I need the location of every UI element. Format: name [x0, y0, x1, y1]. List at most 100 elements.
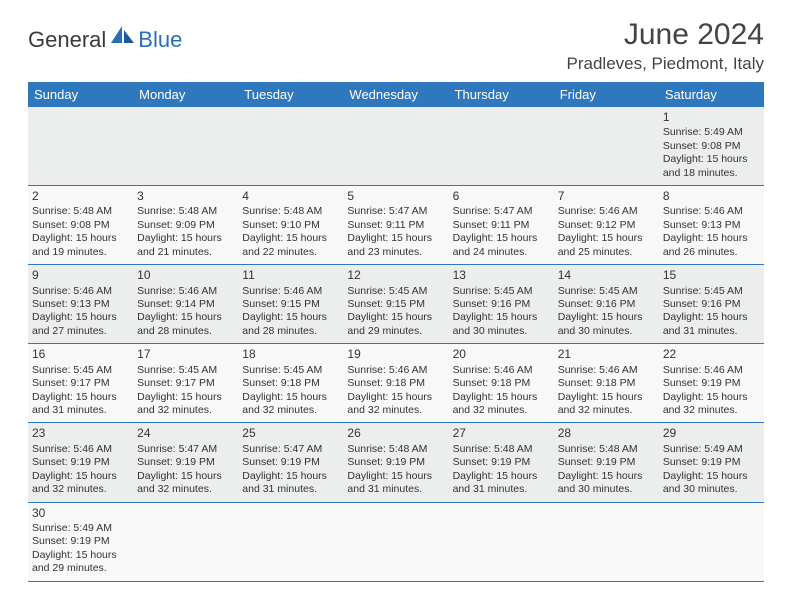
- day-daylight1: Daylight: 15 hours: [453, 391, 550, 404]
- day-number: 21: [558, 347, 655, 362]
- day-daylight2: and 29 minutes.: [347, 325, 444, 338]
- calendar-empty-cell: [133, 502, 238, 581]
- day-daylight1: Daylight: 15 hours: [663, 391, 760, 404]
- day-daylight2: and 28 minutes.: [137, 325, 234, 338]
- calendar-week-row: 23Sunrise: 5:46 AMSunset: 9:19 PMDayligh…: [28, 423, 764, 502]
- day-daylight2: and 26 minutes.: [663, 246, 760, 259]
- calendar-day-cell: 12Sunrise: 5:45 AMSunset: 9:15 PMDayligh…: [343, 265, 448, 344]
- day-daylight2: and 30 minutes.: [663, 483, 760, 496]
- day-daylight2: and 24 minutes.: [453, 246, 550, 259]
- day-daylight2: and 22 minutes.: [242, 246, 339, 259]
- day-sunset: Sunset: 9:19 PM: [663, 456, 760, 469]
- title-block: June 2024 Pradleves, Piedmont, Italy: [567, 18, 764, 74]
- day-sunrise: Sunrise: 5:49 AM: [32, 522, 129, 535]
- day-daylight1: Daylight: 15 hours: [453, 311, 550, 324]
- day-daylight1: Daylight: 15 hours: [347, 391, 444, 404]
- day-daylight2: and 32 minutes.: [242, 404, 339, 417]
- day-daylight1: Daylight: 15 hours: [137, 232, 234, 245]
- calendar-empty-cell: [343, 107, 448, 186]
- day-daylight2: and 29 minutes.: [32, 562, 129, 575]
- day-number: 20: [453, 347, 550, 362]
- day-sunrise: Sunrise: 5:47 AM: [453, 205, 550, 218]
- day-sunrise: Sunrise: 5:45 AM: [453, 285, 550, 298]
- day-sunset: Sunset: 9:16 PM: [453, 298, 550, 311]
- day-sunrise: Sunrise: 5:48 AM: [242, 205, 339, 218]
- calendar-day-cell: 3Sunrise: 5:48 AMSunset: 9:09 PMDaylight…: [133, 186, 238, 265]
- day-sunrise: Sunrise: 5:46 AM: [242, 285, 339, 298]
- calendar-day-cell: 10Sunrise: 5:46 AMSunset: 9:14 PMDayligh…: [133, 265, 238, 344]
- day-number: 27: [453, 426, 550, 441]
- day-daylight1: Daylight: 15 hours: [558, 470, 655, 483]
- day-daylight2: and 32 minutes.: [663, 404, 760, 417]
- day-sunset: Sunset: 9:19 PM: [32, 535, 129, 548]
- calendar-week-row: 2Sunrise: 5:48 AMSunset: 9:08 PMDaylight…: [28, 186, 764, 265]
- day-number: 25: [242, 426, 339, 441]
- calendar-header-row: SundayMondayTuesdayWednesdayThursdayFrid…: [28, 82, 764, 107]
- calendar-day-cell: 15Sunrise: 5:45 AMSunset: 9:16 PMDayligh…: [659, 265, 764, 344]
- day-sunset: Sunset: 9:11 PM: [453, 219, 550, 232]
- day-daylight2: and 31 minutes.: [663, 325, 760, 338]
- day-daylight2: and 19 minutes.: [32, 246, 129, 259]
- calendar-empty-cell: [343, 502, 448, 581]
- calendar-day-cell: 19Sunrise: 5:46 AMSunset: 9:18 PMDayligh…: [343, 344, 448, 423]
- calendar-empty-cell: [133, 107, 238, 186]
- calendar-day-cell: 21Sunrise: 5:46 AMSunset: 9:18 PMDayligh…: [554, 344, 659, 423]
- calendar-day-cell: 28Sunrise: 5:48 AMSunset: 9:19 PMDayligh…: [554, 423, 659, 502]
- calendar-empty-cell: [28, 107, 133, 186]
- day-sunrise: Sunrise: 5:48 AM: [32, 205, 129, 218]
- day-daylight1: Daylight: 15 hours: [663, 470, 760, 483]
- day-sunset: Sunset: 9:16 PM: [558, 298, 655, 311]
- day-sunset: Sunset: 9:13 PM: [663, 219, 760, 232]
- day-sunset: Sunset: 9:17 PM: [32, 377, 129, 390]
- day-number: 4: [242, 189, 339, 204]
- day-daylight2: and 21 minutes.: [137, 246, 234, 259]
- calendar-day-cell: 27Sunrise: 5:48 AMSunset: 9:19 PMDayligh…: [449, 423, 554, 502]
- day-number: 6: [453, 189, 550, 204]
- day-daylight2: and 25 minutes.: [558, 246, 655, 259]
- calendar-body: 1Sunrise: 5:49 AMSunset: 9:08 PMDaylight…: [28, 107, 764, 581]
- day-number: 22: [663, 347, 760, 362]
- day-sunset: Sunset: 9:14 PM: [137, 298, 234, 311]
- day-number: 10: [137, 268, 234, 283]
- day-daylight2: and 23 minutes.: [347, 246, 444, 259]
- day-sunrise: Sunrise: 5:45 AM: [347, 285, 444, 298]
- month-title: June 2024: [567, 18, 764, 52]
- day-sunset: Sunset: 9:19 PM: [558, 456, 655, 469]
- calendar-day-cell: 25Sunrise: 5:47 AMSunset: 9:19 PMDayligh…: [238, 423, 343, 502]
- weekday-header: Saturday: [659, 82, 764, 107]
- calendar-day-cell: 24Sunrise: 5:47 AMSunset: 9:19 PMDayligh…: [133, 423, 238, 502]
- day-daylight1: Daylight: 15 hours: [663, 311, 760, 324]
- day-sunset: Sunset: 9:08 PM: [32, 219, 129, 232]
- day-sunrise: Sunrise: 5:45 AM: [663, 285, 760, 298]
- day-sunrise: Sunrise: 5:46 AM: [558, 364, 655, 377]
- day-number: 29: [663, 426, 760, 441]
- day-daylight1: Daylight: 15 hours: [558, 232, 655, 245]
- day-sunrise: Sunrise: 5:46 AM: [558, 205, 655, 218]
- calendar-day-cell: 5Sunrise: 5:47 AMSunset: 9:11 PMDaylight…: [343, 186, 448, 265]
- calendar-day-cell: 23Sunrise: 5:46 AMSunset: 9:19 PMDayligh…: [28, 423, 133, 502]
- day-sunset: Sunset: 9:19 PM: [453, 456, 550, 469]
- day-sunset: Sunset: 9:12 PM: [558, 219, 655, 232]
- calendar-table: SundayMondayTuesdayWednesdayThursdayFrid…: [28, 82, 764, 582]
- calendar-day-cell: 7Sunrise: 5:46 AMSunset: 9:12 PMDaylight…: [554, 186, 659, 265]
- day-number: 26: [347, 426, 444, 441]
- day-number: 16: [32, 347, 129, 362]
- day-sunset: Sunset: 9:18 PM: [242, 377, 339, 390]
- day-sunset: Sunset: 9:19 PM: [663, 377, 760, 390]
- calendar-day-cell: 1Sunrise: 5:49 AMSunset: 9:08 PMDaylight…: [659, 107, 764, 186]
- weekday-header: Wednesday: [343, 82, 448, 107]
- day-daylight1: Daylight: 15 hours: [558, 311, 655, 324]
- calendar-day-cell: 20Sunrise: 5:46 AMSunset: 9:18 PMDayligh…: [449, 344, 554, 423]
- calendar-day-cell: 30Sunrise: 5:49 AMSunset: 9:19 PMDayligh…: [28, 502, 133, 581]
- day-sunrise: Sunrise: 5:45 AM: [242, 364, 339, 377]
- day-daylight2: and 27 minutes.: [32, 325, 129, 338]
- day-sunrise: Sunrise: 5:45 AM: [558, 285, 655, 298]
- day-daylight1: Daylight: 15 hours: [242, 311, 339, 324]
- calendar-day-cell: 13Sunrise: 5:45 AMSunset: 9:16 PMDayligh…: [449, 265, 554, 344]
- day-sunset: Sunset: 9:19 PM: [32, 456, 129, 469]
- calendar-empty-cell: [554, 107, 659, 186]
- day-number: 23: [32, 426, 129, 441]
- calendar-day-cell: 11Sunrise: 5:46 AMSunset: 9:15 PMDayligh…: [238, 265, 343, 344]
- day-sunrise: Sunrise: 5:49 AM: [663, 126, 760, 139]
- day-sunrise: Sunrise: 5:48 AM: [453, 443, 550, 456]
